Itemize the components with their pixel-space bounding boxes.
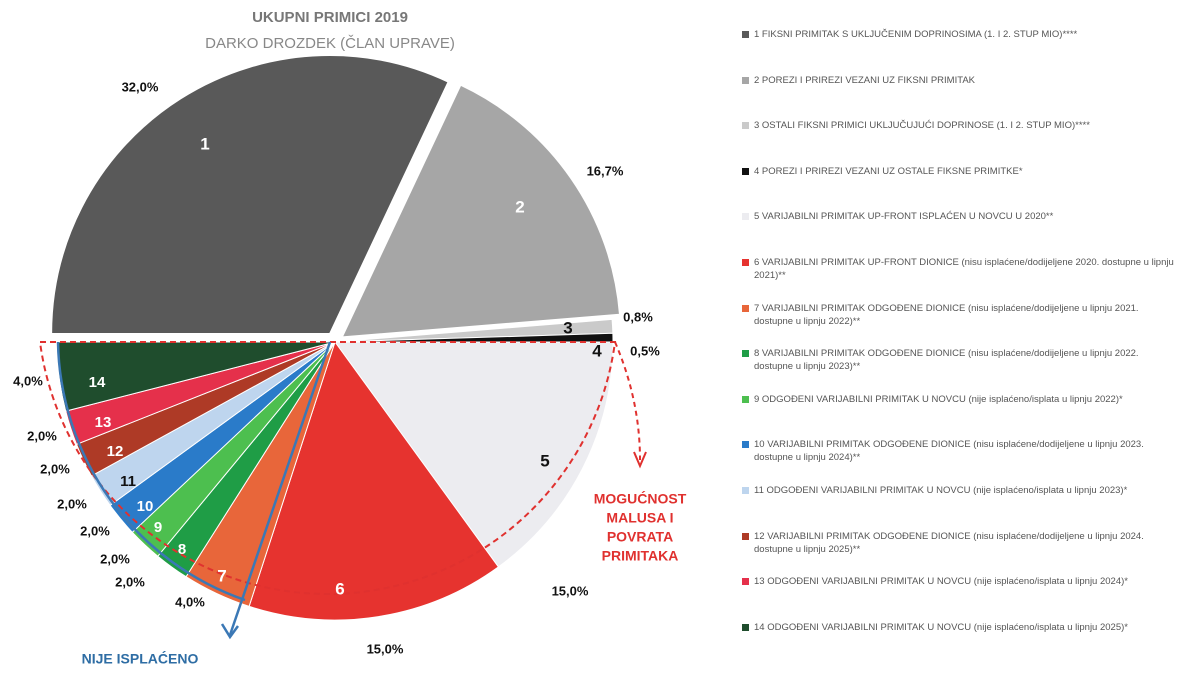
value-label: 15,0% — [367, 641, 404, 656]
legend-item: 11 ODGOĐENI VARIJABILNI PRIMITAK U NOVCU… — [740, 484, 1175, 497]
legend-label: 9 ODGOĐENI VARIJABILNI PRIMITAK U NOVCU … — [754, 393, 1123, 405]
annotation: NIJE ISPLAĆENO — [82, 650, 199, 667]
slice-label: 7 — [217, 566, 226, 585]
slice-label: 2 — [515, 197, 524, 216]
legend-swatch — [742, 578, 749, 586]
annotation: POVRATA — [607, 529, 673, 545]
legend-item: 9 ODGOĐENI VARIJABILNI PRIMITAK U NOVCU … — [740, 393, 1175, 406]
legend-label: 12 VARIJABILNI PRIMITAK ODGOĐENE DIONICE… — [754, 530, 1144, 555]
value-label: 2,0% — [57, 496, 87, 511]
value-label: 0,5% — [630, 343, 660, 358]
slice-label: 9 — [154, 519, 162, 536]
value-label: 16,7% — [587, 163, 624, 178]
slice-label: 1 — [200, 134, 209, 153]
legend-label: 3 OSTALI FIKSNI PRIMICI UKLJUČUJUĆI DOPR… — [754, 120, 1090, 132]
annotation: MALUSA I — [606, 510, 673, 526]
annotation: PRIMITAKA — [602, 548, 679, 564]
unpaid-arrow — [228, 341, 332, 636]
value-label: 2,0% — [115, 574, 145, 589]
slice-label: 5 — [540, 451, 549, 470]
legend-label: 5 VARIJABILNI PRIMITAK UP-FRONT ISPLAĆEN… — [754, 211, 1054, 223]
slice-label: 10 — [137, 498, 154, 515]
legend-item: 1 FIKSNI PRIMITAK S UKLJUČENIM DOPRINOSI… — [740, 28, 1175, 41]
legend-swatch — [742, 532, 749, 540]
legend-label: 7 VARIJABILNI PRIMITAK ODGOĐENE DIONICE … — [754, 302, 1139, 327]
legend-label: 14 ODGOĐENI VARIJABILNI PRIMITAK U NOVCU… — [754, 621, 1128, 633]
malus-arrow-head — [633, 451, 647, 469]
legend-item: 13 ODGOĐENI VARIJABILNI PRIMITAK U NOVCU… — [740, 575, 1175, 588]
legend-item: 4 POREZI I PRIREZI VEZANI UZ OSTALE FIKS… — [740, 165, 1175, 178]
slice-label: 4 — [592, 341, 602, 360]
value-label: 2,0% — [40, 461, 70, 476]
legend-swatch — [742, 487, 749, 494]
legend-item: 6 VARIJABILNI PRIMITAK UP-FRONT DIONICE … — [740, 256, 1175, 282]
legend-label: 10 VARIJABILNI PRIMITAK ODGOĐENE DIONICE… — [754, 439, 1144, 464]
legend-item: 12 VARIJABILNI PRIMITAK ODGOĐENE DIONICE… — [740, 530, 1175, 556]
pie-slice — [51, 55, 449, 335]
value-label: 0,8% — [623, 309, 653, 324]
unpaid-arrow-head — [220, 623, 240, 640]
value-label: 15,0% — [552, 583, 589, 598]
annotation: MOGUĆNOST — [594, 490, 687, 507]
slice-label: 14 — [89, 374, 106, 391]
pie-slice — [341, 84, 621, 338]
value-label: 2,0% — [100, 551, 130, 566]
slices — [51, 55, 621, 621]
legend-item: 5 VARIJABILNI PRIMITAK UP-FRONT ISPLAĆEN… — [740, 210, 1175, 223]
malus-outline — [39, 341, 617, 595]
legend-label: 8 VARIJABILNI PRIMITAK ODGOĐENE DIONICE … — [754, 348, 1139, 373]
legend-swatch — [742, 122, 749, 130]
value-label: 4,0% — [175, 594, 205, 609]
value-label: 2,0% — [80, 523, 110, 538]
legend-item: 3 OSTALI FIKSNI PRIMICI UKLJUČUJUĆI DOPR… — [740, 119, 1175, 132]
pie-slice — [334, 341, 614, 568]
chart-subtitle: DARKO DROZDEK (ČLAN UPRAVE) — [205, 35, 455, 52]
legend-swatch — [742, 350, 749, 358]
slice-label: 12 — [107, 443, 124, 460]
pie-slice — [248, 340, 500, 621]
legend-item: 2 POREZI I PRIREZI VEZANI UZ FIKSNI PRIM… — [740, 74, 1175, 87]
chart-title: UKUPNI PRIMICI 2019 — [252, 9, 408, 26]
legend-swatch — [742, 213, 749, 221]
legend-label: 11 ODGOĐENI VARIJABILNI PRIMITAK U NOVCU… — [754, 485, 1128, 496]
legend-label: 13 ODGOĐENI VARIJABILNI PRIMITAK U NOVCU… — [754, 576, 1128, 588]
legend-label: 4 POREZI I PRIREZI VEZANI UZ OSTALE FIKS… — [754, 165, 1023, 177]
legend-swatch — [742, 623, 749, 631]
value-label: 32,0% — [122, 79, 159, 94]
legend-item: 8 VARIJABILNI PRIMITAK ODGOĐENE DIONICE … — [740, 347, 1175, 373]
slice-label: 13 — [95, 414, 112, 431]
legend-swatch — [742, 441, 749, 449]
legend-swatch — [742, 259, 749, 266]
legend-label: 1 FIKSNI PRIMITAK S UKLJUČENIM DOPRINOSI… — [754, 29, 1078, 40]
legend-swatch — [742, 31, 749, 38]
slice-label: 6 — [335, 579, 344, 598]
legend-item: 10 VARIJABILNI PRIMITAK ODGOĐENE DIONICE… — [740, 438, 1175, 464]
unpaid-outline — [56, 341, 246, 602]
legend: 1 FIKSNI PRIMITAK S UKLJUČENIM DOPRINOSI… — [740, 0, 1175, 686]
legend-item: 7 VARIJABILNI PRIMITAK ODGOĐENE DIONICE … — [740, 302, 1175, 328]
malus-arrow — [614, 341, 641, 461]
legend-swatch — [742, 304, 749, 312]
legend-swatch — [742, 167, 749, 175]
legend-swatch — [742, 395, 749, 403]
chart: UKUPNI PRIMICI 2019 DARKO DROZDEK (ČLAN … — [13, 9, 687, 667]
value-label: 2,0% — [27, 428, 57, 443]
value-label: 4,0% — [13, 373, 43, 388]
slice-label: 3 — [563, 318, 572, 337]
slice-label: 11 — [120, 473, 136, 490]
legend-label: 2 POREZI I PRIREZI VEZANI UZ FIKSNI PRIM… — [754, 74, 975, 86]
slice-label: 8 — [178, 541, 186, 558]
legend-label: 6 VARIJABILNI PRIMITAK UP-FRONT DIONICE … — [754, 257, 1174, 281]
legend-swatch — [742, 76, 749, 84]
legend-item: 14 ODGOĐENI VARIJABILNI PRIMITAK U NOVCU… — [740, 621, 1175, 634]
